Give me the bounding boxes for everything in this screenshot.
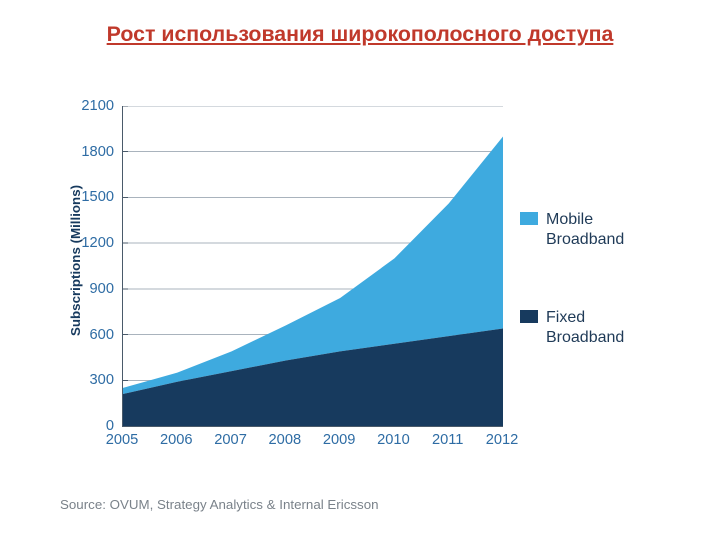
y-tick-label: 900 (74, 281, 114, 297)
y-tick-label: 1200 (74, 235, 114, 251)
legend-label-line: Fixed (546, 309, 585, 326)
legend-swatch (520, 310, 538, 323)
page-title: Рост использования широкополосного досту… (0, 22, 720, 47)
legend-item: Mobile Broadband (520, 210, 624, 250)
area-chart: Subscriptions (Millions) Mobile Broadband… (60, 90, 660, 470)
x-tick-label: 2008 (261, 432, 309, 448)
y-tick-label: 1800 (74, 144, 114, 160)
y-tick-label: 1500 (74, 189, 114, 205)
x-tick-label: 2009 (315, 432, 363, 448)
chart-svg (123, 106, 503, 426)
x-tick-label: 2011 (424, 432, 472, 448)
y-axis-label: Subscriptions (Millions) (68, 185, 83, 336)
plot-area (122, 106, 503, 427)
x-tick-label: 2010 (369, 432, 417, 448)
x-tick-label: 2005 (98, 432, 146, 448)
legend-label: Mobile Broadband (546, 210, 624, 250)
legend-label-line: Broadband (546, 231, 624, 248)
x-tick-label: 2012 (478, 432, 526, 448)
y-tick-label: 2100 (74, 98, 114, 114)
legend-label-line: Mobile (546, 211, 593, 228)
legend-label-line: Broadband (546, 329, 624, 346)
y-tick-label: 300 (74, 372, 114, 388)
legend-label: Fixed Broadband (546, 308, 624, 348)
source-line: Source: OVUM, Strategy Analytics & Inter… (60, 497, 379, 512)
x-tick-label: 2007 (207, 432, 255, 448)
slide: Рост использования широкополосного досту… (0, 0, 720, 540)
y-tick-label: 600 (74, 327, 114, 343)
x-tick-label: 2006 (152, 432, 200, 448)
legend-item: Fixed Broadband (520, 308, 624, 348)
legend-swatch (520, 212, 538, 225)
